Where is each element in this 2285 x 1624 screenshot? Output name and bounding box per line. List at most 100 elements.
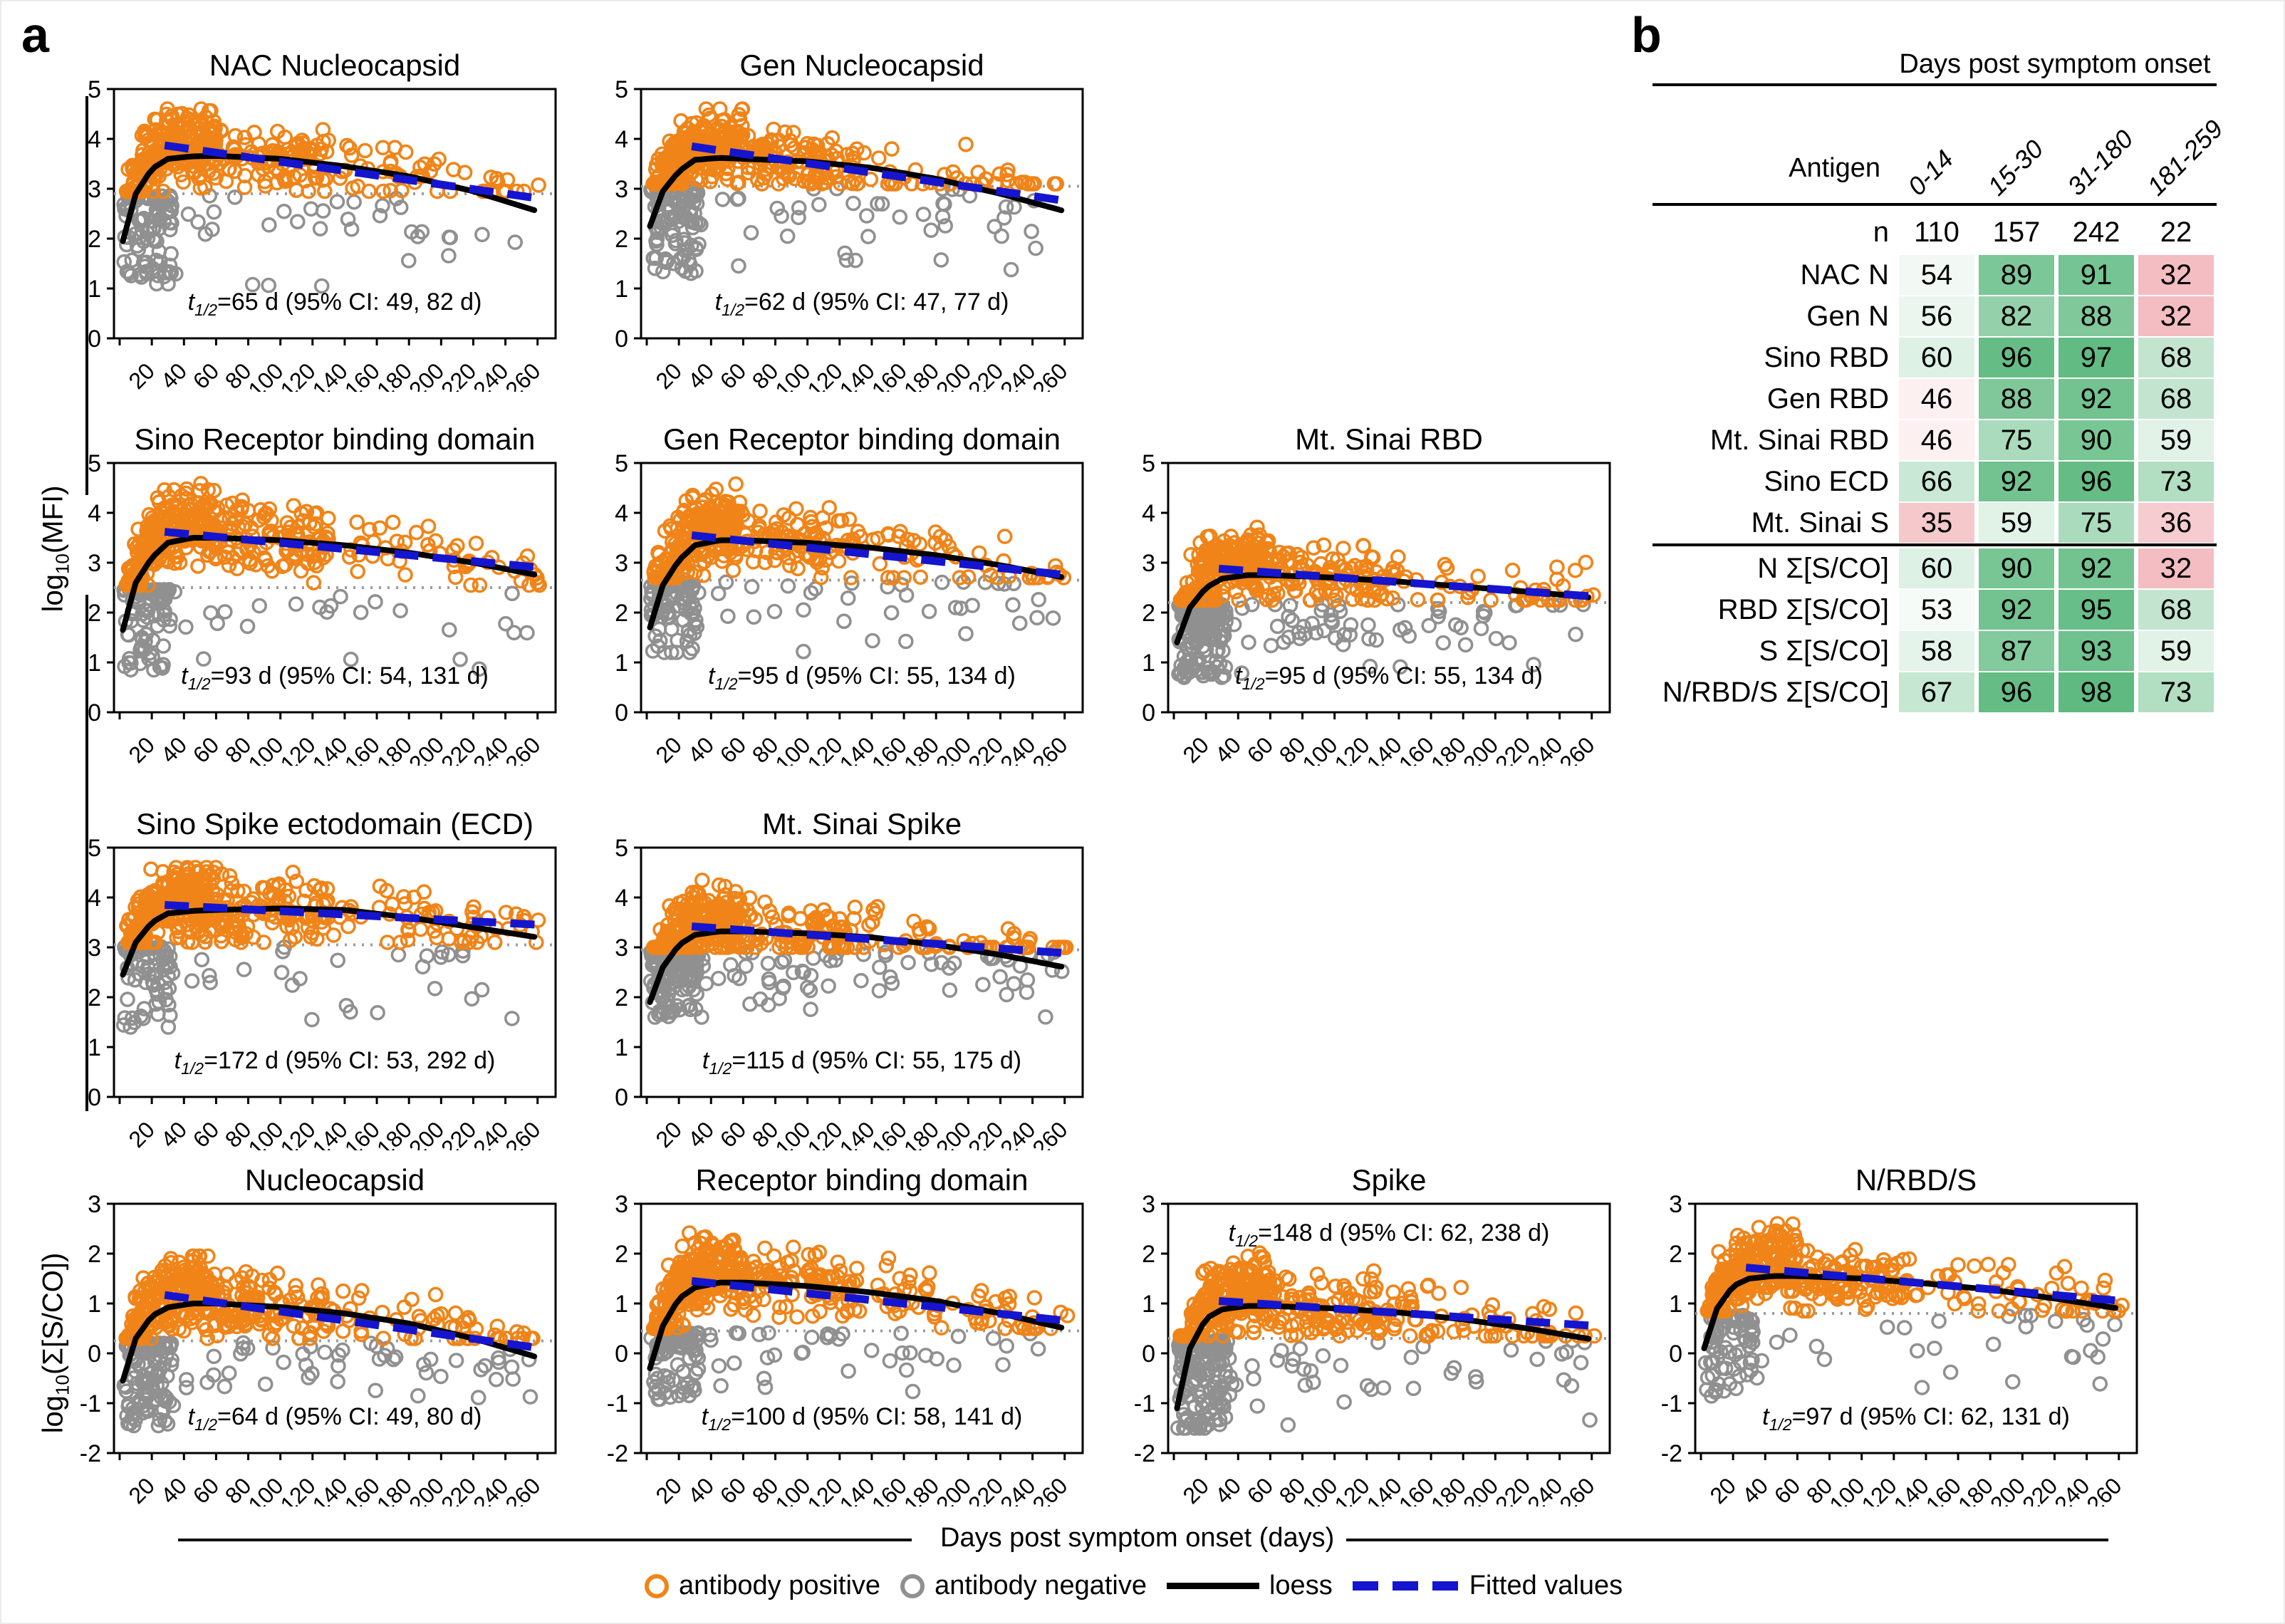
- table-cell: 88: [2058, 296, 2134, 336]
- table-cell: 157: [1979, 212, 2054, 252]
- panel-b-table: Days post symptom onset Antigen 0-1415-3…: [1652, 39, 2222, 751]
- y-tick-label: 1: [88, 1291, 101, 1318]
- table-row-label: S Σ[S/CO]: [1652, 630, 1889, 672]
- table-rule-group-break: [1652, 543, 2217, 546]
- x-tick-label: 60: [188, 1472, 224, 1506]
- table-cell: 22: [2138, 212, 2214, 252]
- legend-item-antibody-negative: antibody negative: [900, 1571, 1147, 1601]
- plot-sum-rbd: Receptor binding domain-2-10123204060801…: [577, 1165, 1104, 1506]
- y-tick-label: 1: [615, 650, 628, 677]
- table-cell: 87: [1979, 631, 2054, 671]
- x-tick-label: 20: [650, 732, 687, 766]
- legend: antibody positive antibody negative loes…: [645, 1571, 1623, 1601]
- table-cell: 110: [1899, 212, 1974, 252]
- x-tick-label: 20: [1177, 732, 1214, 766]
- plot-title: Receptor binding domain: [696, 1165, 1029, 1197]
- legend-label: loess: [1269, 1571, 1333, 1601]
- table-cell: 95: [2058, 590, 2134, 630]
- x-tick-label: 20: [123, 358, 160, 392]
- plot-svg-gen-rbd: Gen Receptor binding domain0123452040608…: [577, 424, 1104, 766]
- y-tick-label: 2: [1142, 1241, 1155, 1268]
- half-life-annotation: t1/2=62 d (95% CI: 47, 77 d): [715, 288, 1009, 319]
- y-tick-label: 2: [88, 1241, 101, 1268]
- table-cell: 75: [2058, 503, 2134, 543]
- table-cell: 59: [1979, 503, 2054, 543]
- table-cell: 89: [1979, 255, 2054, 295]
- y-tick-label: 4: [615, 500, 628, 527]
- y-tick-label: -2: [1134, 1440, 1155, 1467]
- table-cell: 59: [2138, 631, 2214, 671]
- table-cell: 36: [2138, 503, 2214, 543]
- table-cell: 54: [1899, 255, 1974, 295]
- table-row: S Σ[S/CO]58879359: [1652, 630, 2217, 672]
- table-cell: 92: [1979, 590, 2054, 630]
- negative-points: [118, 940, 519, 1034]
- table-cell: 32: [2138, 548, 2214, 588]
- y-tick-label: 1: [615, 1034, 628, 1061]
- table-row: Sino RBD60969768: [1652, 337, 2217, 378]
- y-tick-label: 1: [88, 276, 101, 303]
- y-tick-label: 3: [615, 1191, 628, 1218]
- table-cell: 91: [2058, 255, 2134, 295]
- y-tick-label: 4: [615, 126, 628, 153]
- y-tick-label: 1: [1142, 650, 1155, 677]
- plot-sino-rbd: Sino Receptor binding domain012345204060…: [50, 424, 577, 766]
- x-tick-label: 60: [1242, 732, 1279, 766]
- table-cell: 90: [2058, 420, 2134, 460]
- antigen-column-label: Antigen: [1652, 153, 1880, 184]
- plot-svg-gen-nucleocapsid: Gen Nucleocapsid012345204060801001201401…: [577, 50, 1104, 392]
- legend-label: Fitted values: [1469, 1571, 1623, 1601]
- plot-svg-sum-rbd: Receptor binding domain-2-10123204060801…: [577, 1165, 1104, 1506]
- table-cell: 46: [1899, 420, 1974, 460]
- y-tick-label: 5: [88, 76, 101, 103]
- y-tick-label: 5: [615, 450, 628, 477]
- plot-sum-nucleocapsid: Nucleocapsid-2-1012320406080100120140160…: [50, 1165, 577, 1506]
- plot-svg-sum-nucleocapsid: Nucleocapsid-2-1012320406080100120140160…: [50, 1165, 577, 1506]
- x-tick-label: 20: [1177, 1472, 1214, 1506]
- x-tick-label: 60: [715, 732, 751, 766]
- table-row-label: Gen N: [1652, 296, 1889, 337]
- gray-circle-icon: [900, 1574, 925, 1598]
- x-tick-label: 20: [650, 358, 687, 392]
- y-tick-label: 2: [1669, 1241, 1682, 1268]
- plot-svg-mtsinai-spike: Mt. Sinai Spike0123452040608010012014016…: [577, 808, 1104, 1150]
- half-life-annotation: t1/2=65 d (95% CI: 49, 82 d): [188, 288, 482, 319]
- negative-points: [1700, 1309, 2122, 1402]
- x-tick-label: 20: [650, 1472, 687, 1506]
- x-tick-label: 40: [1737, 1472, 1774, 1506]
- y-tick-label: 0: [1142, 699, 1155, 727]
- table-row: Mt. Sinai RBD46759059: [1652, 420, 2217, 461]
- y-tick-label: 0: [1669, 1341, 1682, 1368]
- table-cell: 60: [1899, 338, 1974, 378]
- y-tick-label: 4: [88, 885, 101, 912]
- x-tick-label: 60: [1769, 1472, 1806, 1506]
- plot-svg-mtsinai-rbd: Mt. Sinai RBD012345204060801001201401601…: [1104, 424, 1631, 766]
- legend-item-loess: loess: [1167, 1571, 1333, 1601]
- table-cell: 97: [2058, 338, 2134, 378]
- x-tick-label: 40: [683, 358, 719, 392]
- plot-gen-nucleocapsid: Gen Nucleocapsid012345204060801001201401…: [577, 50, 1104, 392]
- y-tick-label: 2: [88, 984, 101, 1011]
- table-cell: 88: [1979, 379, 2054, 419]
- y-tick-label: 2: [88, 600, 101, 627]
- half-life-annotation: t1/2=172 d (95% CI: 53, 292 d): [175, 1047, 496, 1078]
- x-tick-label: 40: [683, 732, 719, 766]
- x-tick-label: 60: [715, 1116, 751, 1150]
- half-life-annotation: t1/2=97 d (95% CI: 62, 131 d): [1762, 1403, 2070, 1434]
- plot-title: Spike: [1351, 1165, 1426, 1197]
- table-rule-top: [1652, 83, 2217, 86]
- negative-points: [645, 182, 1042, 279]
- x-tick-label: 60: [188, 1116, 224, 1150]
- x-axis-rule-right: [1346, 1539, 2108, 1541]
- half-life-annotation: t1/2=93 d (95% CI: 54, 131 d): [181, 662, 489, 693]
- x-tick-label: 60: [188, 358, 224, 392]
- table-cell: 32: [2138, 296, 2214, 336]
- y-tick-label: 0: [615, 699, 628, 727]
- y-tick-label: 0: [88, 1084, 101, 1111]
- table-cell: 98: [2058, 672, 2134, 712]
- y-tick-label: 4: [1142, 500, 1155, 527]
- y-tick-label: -1: [1134, 1390, 1155, 1417]
- half-life-annotation: t1/2=148 d (95% CI: 62, 238 d): [1229, 1219, 1550, 1250]
- plot-sum-nrbds: N/RBD/S-2-101232040608010012014016018020…: [1631, 1165, 2158, 1506]
- y-tick-label: 2: [88, 226, 101, 253]
